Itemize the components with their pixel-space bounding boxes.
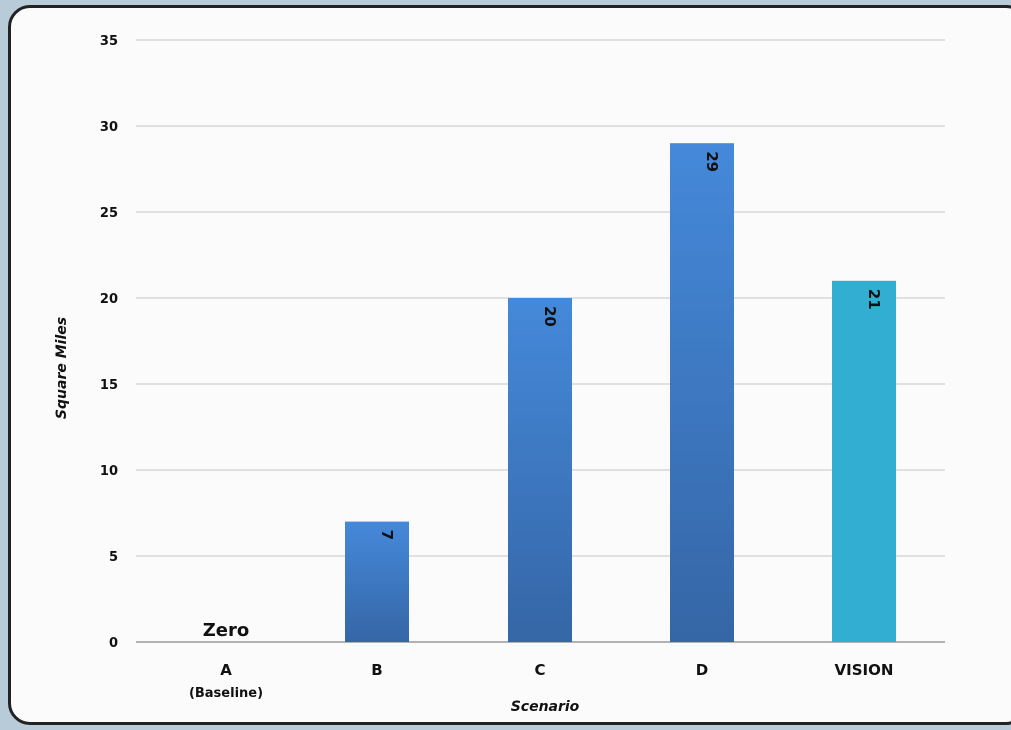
category-label-b: B — [371, 661, 382, 679]
bar-c — [508, 298, 572, 642]
bar-d — [670, 143, 734, 642]
data-label-vision: 21 — [865, 289, 883, 310]
y-tick-label-25: 25 — [100, 206, 118, 221]
y-tick-label-35: 35 — [100, 34, 118, 49]
x-axis-title: Scenario — [511, 699, 580, 715]
y-tick-label-20: 20 — [100, 292, 118, 307]
category-label-c: C — [534, 661, 545, 679]
data-label-b: 7 — [378, 530, 396, 540]
y-tick-label-5: 5 — [109, 550, 118, 565]
y-tick-label-0: 0 — [109, 636, 118, 651]
data-label-a: Zero — [203, 620, 250, 641]
data-label-c: 20 — [541, 306, 559, 327]
category-label-d: D — [696, 661, 708, 679]
bars: Zero 7 20 29 21 — [203, 143, 896, 642]
category-label-vision: VISION — [835, 661, 894, 679]
y-axis-ticks: 0 5 10 15 20 25 30 35 — [100, 34, 118, 651]
y-tick-label-30: 30 — [100, 120, 118, 135]
category-label-a: A — [220, 661, 232, 679]
y-tick-label-15: 15 — [100, 378, 118, 393]
bar-b — [345, 521, 409, 642]
x-axis-categories: A (Baseline) B C D VISION — [189, 661, 894, 701]
data-label-d: 29 — [703, 151, 721, 172]
y-tick-label-10: 10 — [100, 464, 118, 479]
bar-vision — [832, 280, 896, 642]
category-sublabel-a: (Baseline) — [189, 686, 263, 701]
y-axis-title: Square Miles — [54, 317, 70, 419]
